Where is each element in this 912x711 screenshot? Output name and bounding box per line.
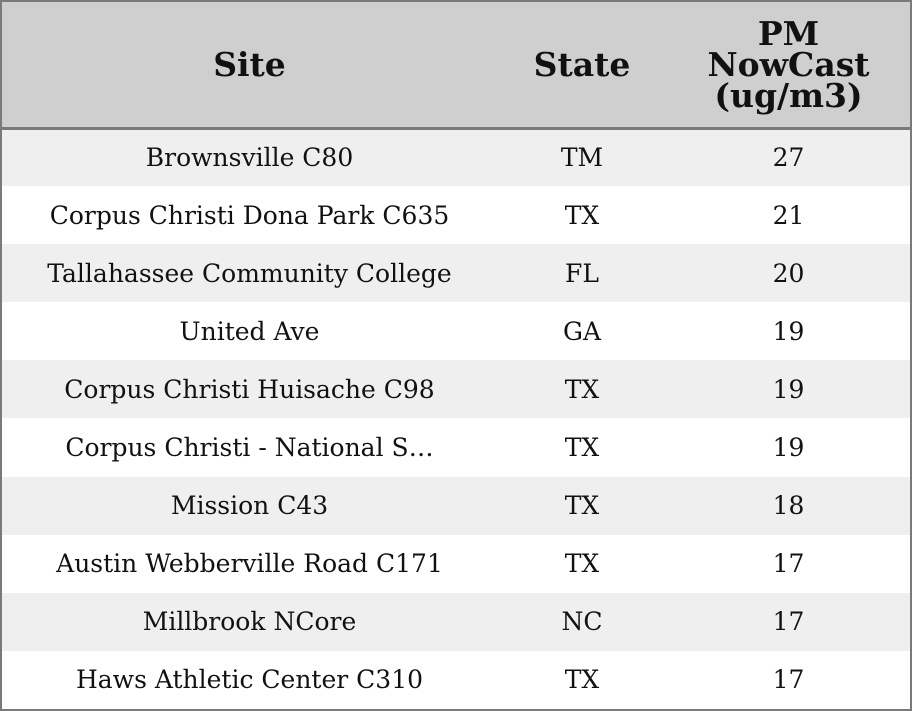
- table-row: Austin Webberville Road C171 TX 17: [2, 535, 910, 593]
- cell-site: Tallahassee Community College: [47, 258, 452, 288]
- table-row: Tallahassee Community College FL 20: [2, 244, 910, 303]
- header-row: Site State PM NowCast (ug/m3): [2, 2, 910, 130]
- cell-state: FL: [565, 258, 599, 288]
- cell-site: Brownsville C80: [145, 143, 354, 173]
- cell-site: United Ave: [179, 316, 320, 346]
- cell-state: TX: [564, 374, 600, 404]
- cell-state: TX: [564, 665, 600, 695]
- cell-pm-value: 19: [772, 433, 805, 463]
- cell-site: Haws Athletic Center C310: [75, 665, 424, 695]
- cell-site: Millbrook NCore: [142, 607, 357, 637]
- table-row: Brownsville C80 TM 27: [2, 128, 910, 187]
- header-state: State: [497, 2, 667, 130]
- cell-pm-value: 19: [772, 374, 805, 404]
- header-pm-nowcast: PM NowCast (ug/m3): [667, 2, 910, 130]
- header-site: Site: [2, 2, 497, 130]
- table-row: Corpus Christi Huisache C98 TX 19: [2, 360, 910, 419]
- cell-pm-value: 21: [772, 200, 805, 230]
- cell-pm-value: 19: [772, 316, 805, 346]
- cell-pm-value: 27: [772, 143, 805, 173]
- cell-pm-value: 18: [772, 491, 805, 521]
- cell-state: NC: [561, 607, 603, 637]
- cell-state: TX: [564, 491, 600, 521]
- cell-site: Mission C43: [170, 491, 329, 521]
- cell-state: TX: [564, 549, 600, 579]
- cell-site: Corpus Christi - National S…: [65, 433, 434, 463]
- cell-state: TX: [564, 200, 600, 230]
- cell-site: Corpus Christi Huisache C98: [64, 374, 435, 404]
- table-row: Haws Athletic Center C310 TX 17: [2, 651, 910, 709]
- table-row: Mission C43 TX 18: [2, 476, 910, 535]
- cell-state: TX: [564, 433, 600, 463]
- table-row: United Ave GA 19: [2, 302, 910, 360]
- cell-pm-value: 17: [772, 607, 805, 637]
- cell-pm-value: 17: [772, 665, 805, 695]
- table-row: Corpus Christi - National S… TX 19: [2, 418, 910, 476]
- cell-site: Corpus Christi Dona Park C635: [49, 200, 450, 230]
- cell-pm-value: 20: [772, 258, 805, 288]
- table-row: Corpus Christi Dona Park C635 TX 21: [2, 186, 910, 244]
- cell-pm-value: 17: [772, 549, 805, 579]
- cell-state: GA: [562, 316, 602, 346]
- table-row: Millbrook NCore NC 17: [2, 592, 910, 651]
- cell-site: Austin Webberville Road C171: [56, 549, 443, 579]
- cell-state: TM: [560, 143, 604, 173]
- table-body: Brownsville C80 TM 27 Corpus Christi Dona P…: [2, 128, 910, 709]
